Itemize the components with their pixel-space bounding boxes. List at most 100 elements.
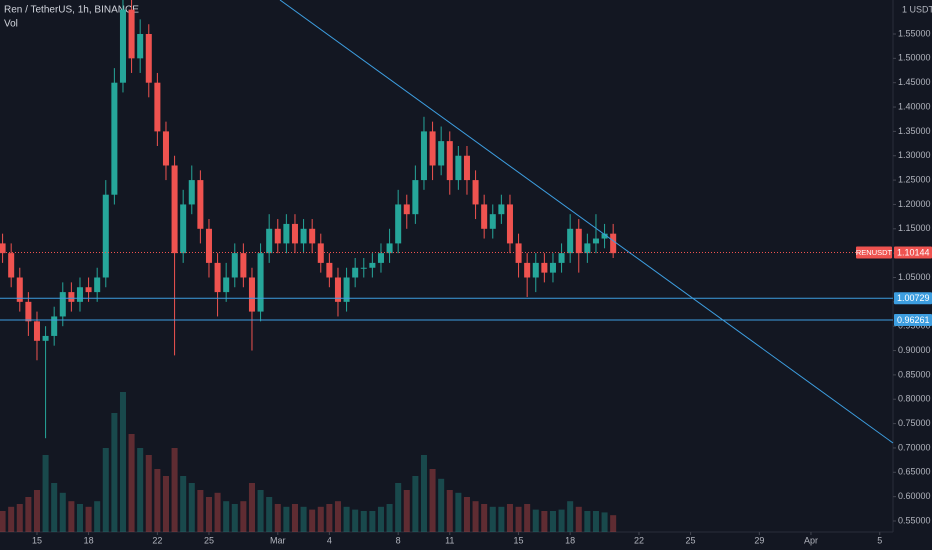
level-label-box (894, 292, 932, 305)
x-tick-label: 15 (32, 535, 42, 545)
candle-body (8, 253, 15, 278)
volume-bar (102, 448, 109, 532)
volume-bar (463, 497, 470, 532)
volume-bar (309, 509, 316, 532)
volume-bar (76, 504, 83, 532)
candle-body (119, 9, 126, 83)
y-tick-label: 1.20000 (898, 199, 931, 209)
candle-body (25, 301, 32, 322)
candle-body (369, 262, 376, 268)
candle-body (188, 180, 195, 205)
volume-bar (567, 501, 574, 532)
y-tick-label: 1.50000 (898, 53, 931, 63)
volume-bar (326, 504, 333, 532)
volume-bar (94, 501, 101, 532)
x-tick-label: 4 (327, 535, 332, 545)
volume-bar (498, 506, 505, 532)
candle-body (592, 238, 599, 244)
volume-bar (51, 483, 58, 532)
candle-body (85, 287, 92, 293)
volume-bar (584, 511, 591, 532)
y-tick-label: 0.90000 (898, 345, 931, 355)
volume-bar (300, 506, 307, 532)
x-tick-label: 25 (686, 535, 696, 545)
volume-bar (506, 504, 513, 532)
candle-body (59, 292, 66, 317)
volume-bar (214, 492, 221, 532)
x-tick-label: 15 (514, 535, 524, 545)
volume-bar (515, 506, 522, 532)
candle-body (610, 233, 617, 254)
y-tick-label: 0.65000 (898, 467, 931, 477)
volume-bar (524, 504, 531, 532)
x-tick-label: 25 (204, 535, 214, 545)
candle-body (94, 277, 101, 293)
volume-bar (352, 509, 359, 532)
volume-bar (472, 501, 479, 532)
x-tick-label: 22 (152, 535, 162, 545)
candle-body (455, 155, 462, 181)
candle-body (111, 82, 118, 195)
volume-bar (223, 501, 230, 532)
x-tick-label: Apr (804, 535, 818, 545)
candle-body (51, 316, 58, 336)
candle-body (102, 194, 109, 278)
candle-body (283, 223, 290, 244)
candle-body (343, 277, 350, 302)
candle-body (240, 253, 247, 278)
x-tick-label: Mar (270, 535, 286, 545)
y-tick-label: 0.80000 (898, 394, 931, 404)
candle-body (377, 253, 384, 263)
volume-bar (266, 497, 273, 532)
candle-body (403, 204, 410, 215)
x-tick-label: 8 (396, 535, 401, 545)
candle-body (162, 131, 169, 166)
candle-body (334, 277, 341, 302)
y-tick-label: 1.35000 (898, 126, 931, 136)
volume-bar (317, 506, 324, 532)
volume-bar (197, 490, 204, 532)
candle-body (145, 33, 152, 83)
candle-body (16, 277, 23, 302)
volume-bar (549, 511, 556, 532)
unit-label: 1 USDT (902, 4, 932, 14)
candle-body (558, 253, 565, 263)
candle-body (317, 243, 324, 263)
volume-bar (429, 469, 436, 532)
candle-body (128, 9, 135, 59)
x-tick-label: 18 (84, 535, 94, 545)
candle-body (248, 277, 255, 312)
candle-body (291, 223, 298, 244)
chart-title: Ren / TetherUS, 1h, BINANCE (4, 5, 139, 16)
candle-body (76, 287, 83, 302)
candle-body (506, 204, 513, 244)
x-tick-label: 29 (754, 535, 764, 545)
y-tick-label: 0.60000 (898, 491, 931, 501)
candle-body (584, 243, 591, 254)
candle-body (257, 253, 264, 312)
candle-body (223, 277, 230, 293)
last-price-box (894, 246, 932, 259)
y-tick-label: 1.15000 (898, 223, 931, 233)
level-label: 0.96261 (897, 315, 930, 325)
y-tick-label: 0.75000 (898, 418, 931, 428)
volume-bar (438, 478, 445, 532)
volume-label: Vol (4, 19, 18, 30)
volume-bar (128, 434, 135, 532)
volume-bar (334, 501, 341, 532)
candle-body (481, 204, 488, 229)
candle-body (429, 131, 436, 166)
volume-bar (240, 501, 247, 532)
candle-body (601, 233, 608, 239)
volume-bar (25, 497, 32, 532)
last-price-label: 1.10144 (897, 247, 930, 257)
volume-bar (455, 492, 462, 532)
candle-body (412, 180, 419, 215)
candle-body (489, 214, 496, 229)
candle-body (541, 262, 548, 273)
candle-body (463, 155, 470, 181)
level-label: 1.00729 (897, 293, 930, 303)
volume-bar (343, 506, 350, 532)
